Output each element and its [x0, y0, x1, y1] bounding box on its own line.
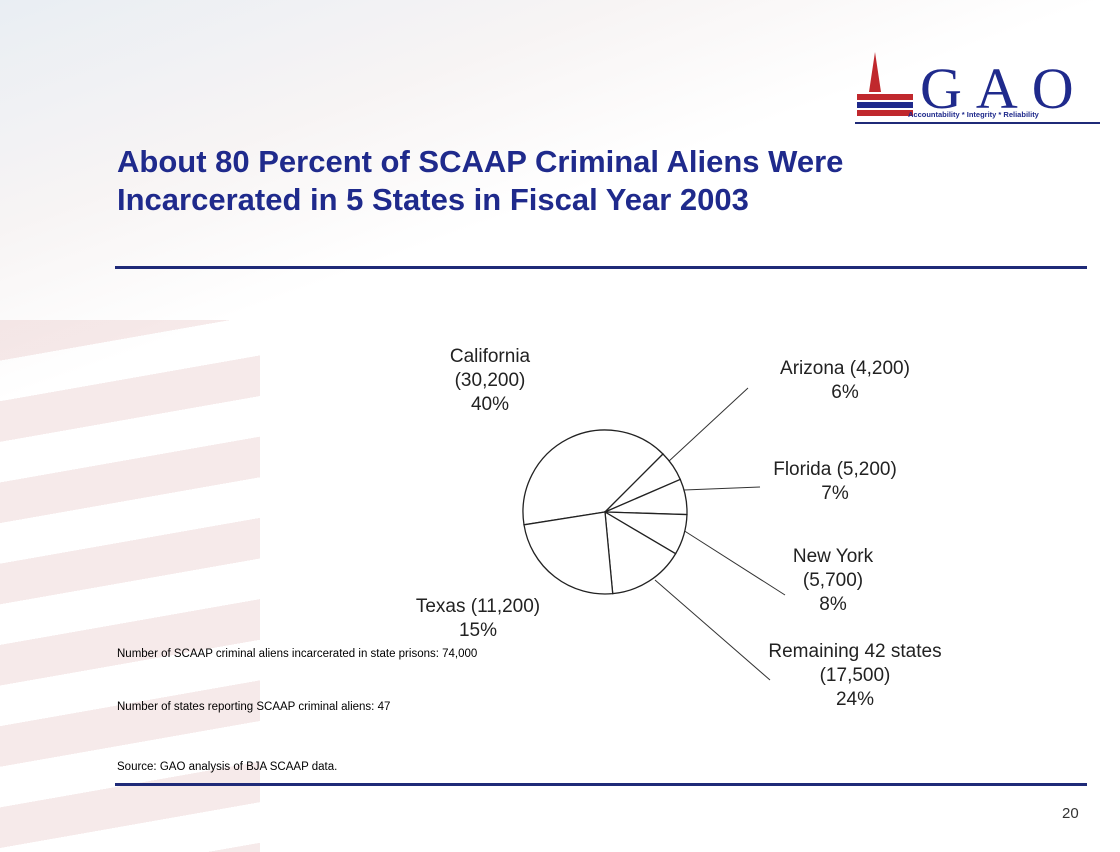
slice-label: Arizona (4,200) 6%	[735, 357, 955, 405]
count-label: (5,200)	[836, 459, 897, 480]
rule	[115, 783, 1087, 786]
count-label: (11,200)	[470, 596, 541, 617]
slice-label: New York (5,700) 8%	[778, 545, 888, 617]
category-name: California	[449, 346, 531, 367]
logo-rule	[855, 122, 1100, 124]
count-label: (5,700)	[802, 570, 864, 591]
value-label: 6%	[831, 382, 859, 403]
value-label: 24%	[835, 689, 875, 710]
pie-slice	[604, 510, 677, 595]
rule	[115, 266, 1087, 269]
category-name: New York	[792, 546, 874, 567]
note: Number of states reporting SCAAP crimina…	[117, 701, 391, 713]
category-name: Florida	[773, 459, 832, 480]
value-label: 7%	[821, 483, 849, 504]
note: Number of SCAAP criminal aliens incarcer…	[117, 648, 478, 660]
count-label: (30,200)	[454, 370, 526, 391]
category-name: Remaining 42 states	[768, 641, 942, 662]
value-label: 40%	[470, 394, 510, 415]
slice-label: California (30,200) 40%	[435, 345, 545, 417]
value-label: 15%	[458, 620, 498, 641]
category-name: Texas	[415, 596, 466, 617]
value-label: 8%	[819, 594, 847, 615]
count-label: (17,500)	[819, 665, 891, 686]
slice-label: Florida (5,200) 7%	[725, 458, 945, 506]
leader-lines	[654, 387, 786, 681]
slice-label: Remaining 42 states (17,500) 24%	[745, 640, 965, 712]
title: About 80 Percent of SCAAP Criminal Alien…	[117, 144, 844, 217]
pie-slice	[522, 429, 664, 526]
logo-icon	[857, 52, 913, 116]
logo-text: GAO	[920, 56, 1088, 121]
pie-slice	[523, 511, 614, 595]
category-name: Arizona	[780, 358, 845, 379]
logo-tagline: Accountability * Integrity * Reliability	[908, 110, 1039, 119]
note: Source: GAO analysis of BJA SCAAP data.	[117, 761, 338, 773]
count-label: (4,200)	[849, 358, 910, 379]
slice-label: Texas (11,200) 15%	[403, 595, 553, 643]
page-number: 20	[1062, 805, 1079, 822]
